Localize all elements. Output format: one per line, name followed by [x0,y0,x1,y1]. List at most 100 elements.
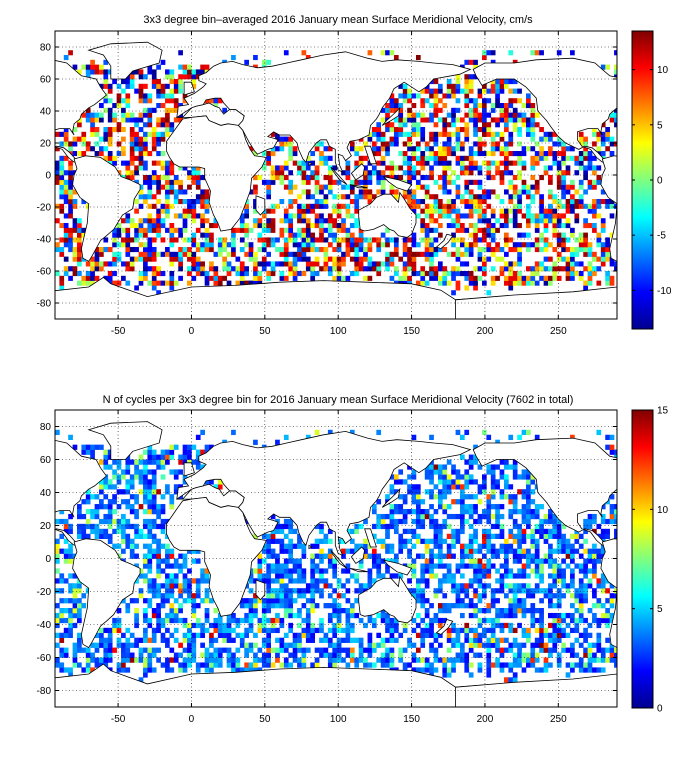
data-bin [526,563,531,568]
data-bin [434,464,439,469]
data-bin [376,563,381,568]
data-bin [288,271,293,276]
data-bin [266,194,271,199]
data-bin [59,281,64,286]
data-bin [500,117,505,122]
data-bin [302,175,307,180]
data-bin [592,618,597,623]
data-bin [99,529,104,534]
data-bin [557,242,562,247]
data-bin [73,603,78,608]
data-bin [412,519,417,524]
data-bin [548,559,553,564]
data-bin [442,247,447,252]
data-bin [134,494,139,499]
data-bin [517,544,522,549]
data-bin [213,648,218,653]
data-bin [588,633,593,638]
data-bin [376,146,381,151]
data-bin [561,257,566,262]
data-bin [302,204,307,209]
data-bin [108,464,113,469]
data-bin [169,613,174,618]
data-bin [280,228,285,233]
data-bin [231,237,236,242]
data-bin [103,534,108,539]
data-bin [121,633,126,638]
data-bin [390,544,395,549]
data-bin [350,180,355,185]
data-bin [354,271,359,276]
data-bin [552,266,557,271]
data-bin [183,209,188,214]
data-bin [227,633,232,638]
data-bin [469,113,474,118]
data-bin [482,281,487,286]
data-bin [200,242,205,247]
data-bin [429,469,434,474]
data-bin [156,509,161,514]
data-bin [147,544,152,549]
data-bin [579,180,584,185]
data-bin [288,524,293,529]
data-bin [68,141,73,146]
data-bin [341,204,346,209]
data-bin [469,180,474,185]
data-bin [284,247,289,252]
data-bin [530,122,535,127]
data-bin [491,662,496,667]
data-bin [579,613,584,618]
data-bin [434,554,439,559]
data-bin [429,474,434,479]
data-bin [73,613,78,618]
data-bin [495,554,500,559]
data-bin [328,613,333,618]
data-bin [77,648,82,653]
data-bin [191,175,196,180]
data-bin [112,103,117,108]
data-bin [473,242,478,247]
data-bin [187,445,192,450]
data-bin [266,568,271,573]
data-bin [438,213,443,218]
data-bin [526,98,531,103]
data-bin [68,194,73,199]
data-bin [169,573,174,578]
data-bin [456,628,461,633]
data-bin [579,554,584,559]
data-bin [332,648,337,653]
data-bin [372,563,377,568]
data-bin [319,161,324,166]
data-bin [147,117,152,122]
data-bin [381,50,386,55]
data-bin [310,204,315,209]
data-bin [95,65,100,70]
data-bin [438,199,443,204]
data-bin [64,271,69,276]
data-bin [275,204,280,209]
data-bin [376,643,381,648]
data-bin [522,242,527,247]
data-bin [178,266,183,271]
data-bin [385,534,390,539]
data-bin [447,79,452,84]
data-bin [108,628,113,633]
data-bin [442,170,447,175]
data-bin [280,573,285,578]
data-bin [491,252,496,257]
data-bin [280,247,285,252]
data-bin [174,194,179,199]
data-bin [152,204,157,209]
data-bin [508,583,513,588]
data-bin [121,98,126,103]
data-bin [469,544,474,549]
data-bin [319,141,324,146]
data-bin [491,108,496,113]
data-bin [420,209,425,214]
data-bin [385,146,390,151]
data-bin [429,648,434,653]
data-bin [557,638,562,643]
data-bin [350,638,355,643]
data-bin [271,578,276,583]
data-bin [557,233,562,238]
